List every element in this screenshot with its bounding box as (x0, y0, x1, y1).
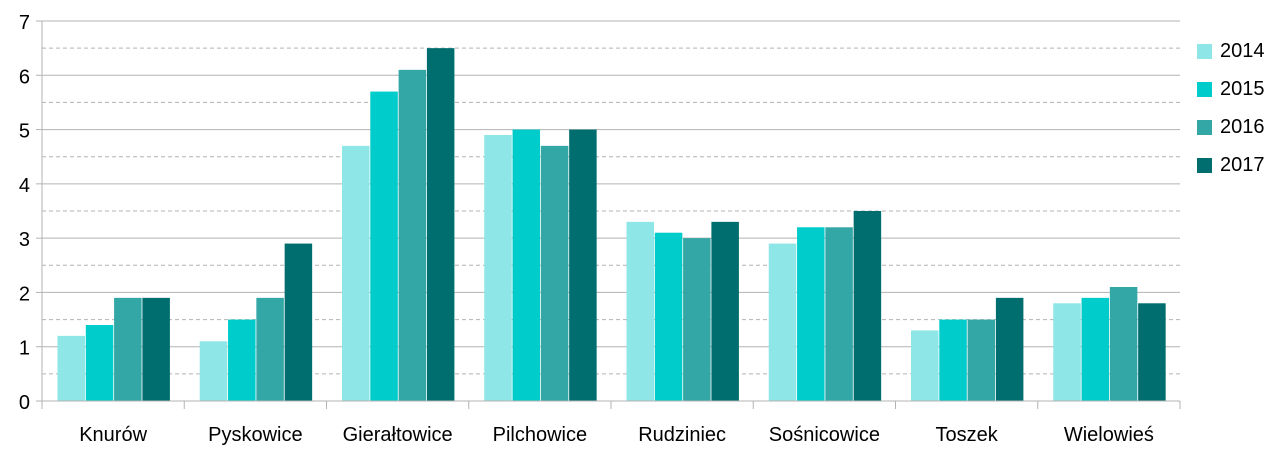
y-tick-label: 3 (19, 229, 30, 251)
bar-2015-knurów (85, 325, 114, 401)
bar-2016-toszek (967, 319, 996, 401)
legend-swatch (1197, 44, 1212, 59)
x-tick-label: Sośnicowice (769, 424, 880, 446)
bar-2017-rudziniec (711, 221, 739, 401)
y-tick-label: 6 (19, 66, 30, 88)
bar-2017-sośnicowice (853, 211, 882, 401)
bar-2015-toszek (939, 319, 967, 401)
y-tick-label: 4 (19, 175, 30, 197)
legend-item-2016: 2016 (1197, 114, 1265, 141)
bar-2017-gierałtowice (426, 48, 455, 402)
bar-2014-rudziniec (626, 221, 654, 401)
bar-2015-rudziniec (654, 232, 683, 401)
bar-2016-wielowieś (1109, 287, 1138, 401)
bar-2017-pyskowice (284, 243, 313, 401)
bar-2014-wielowieś (1053, 303, 1081, 401)
legend-item-2015: 2015 (1197, 76, 1265, 103)
y-tick-label: 0 (19, 392, 30, 414)
legend-label: 2017 (1220, 154, 1265, 176)
x-tick-label: Pyskowice (208, 424, 302, 446)
bar-2014-gierałtowice (342, 145, 370, 401)
x-tick-label: Knurów (79, 424, 147, 446)
bar-2016-rudziniec (683, 238, 711, 401)
bar-2016-pilchowice (540, 145, 569, 401)
legend-swatch (1197, 158, 1212, 173)
legend-swatch (1197, 82, 1212, 97)
bar-2015-sośnicowice (797, 227, 825, 401)
bar-2014-knurów (57, 335, 85, 401)
bar-2015-pyskowice (228, 319, 256, 401)
bar-2016-sośnicowice (825, 227, 853, 401)
x-tick-label: Wielowieś (1064, 424, 1154, 446)
legend-label: 2016 (1220, 116, 1265, 138)
x-tick-label: Gierałtowice (343, 424, 453, 446)
y-tick-label: 2 (19, 283, 30, 305)
bar-2014-pilchowice (484, 135, 512, 401)
bar-2014-pyskowice (199, 341, 228, 401)
bar-2016-knurów (114, 297, 142, 401)
y-tick-label: 1 (19, 338, 30, 360)
legend-label: 2015 (1220, 78, 1265, 100)
bar-2015-gierałtowice (370, 91, 398, 402)
legend-item-2017: 2017 (1197, 152, 1265, 179)
x-tick-label: Toszek (936, 424, 999, 446)
bar-2014-sośnicowice (768, 243, 797, 401)
y-tick-label: 7 (19, 12, 30, 34)
bar-2017-knurów (142, 297, 170, 401)
bar-2016-pyskowice (256, 297, 284, 401)
bar-2015-pilchowice (512, 129, 541, 402)
legend-item-2014: 2014 (1197, 38, 1265, 65)
bar-2017-wielowieś (1138, 303, 1166, 401)
legend: 2014 2015 2016 2017 (1197, 38, 1265, 190)
bar-2015-wielowieś (1081, 297, 1110, 401)
x-tick-label: Pilchowice (493, 424, 587, 446)
y-tick-label: 5 (19, 121, 30, 143)
legend-label: 2014 (1220, 40, 1265, 62)
bar-2017-toszek (995, 297, 1024, 401)
x-tick-label: Rudziniec (638, 424, 726, 446)
bar-2016-gierałtowice (398, 69, 427, 401)
legend-swatch (1197, 120, 1212, 135)
bar-2017-pilchowice (569, 129, 597, 402)
bar-2014-toszek (911, 330, 939, 401)
